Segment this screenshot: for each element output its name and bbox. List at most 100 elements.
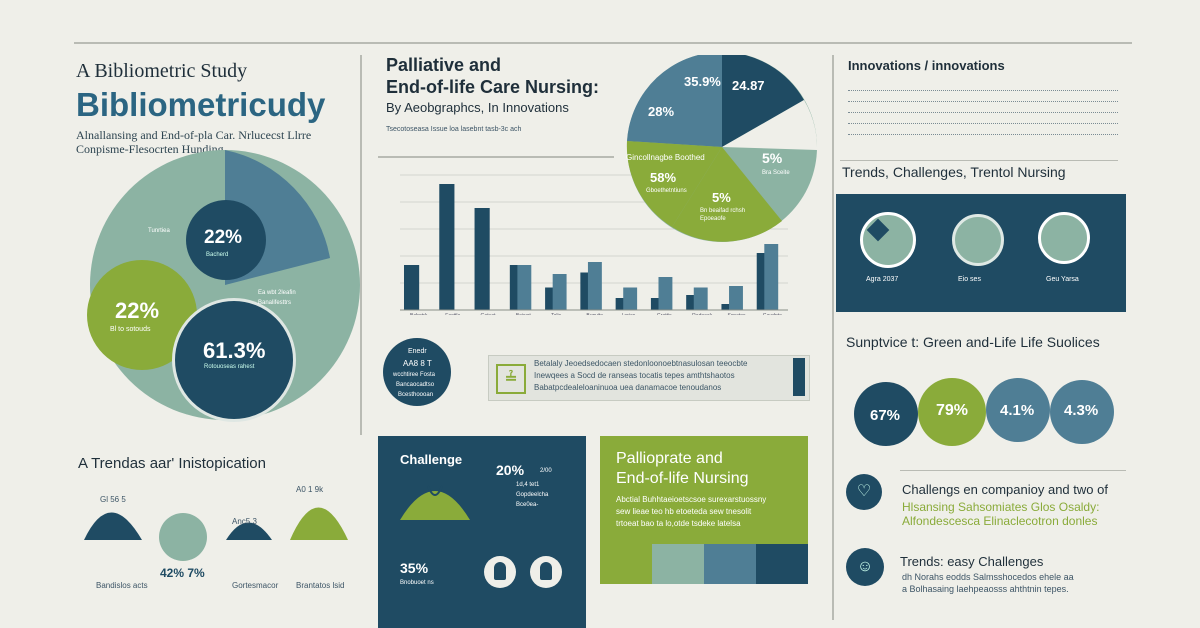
bar	[552, 274, 567, 310]
pie-p3: 28%	[648, 104, 675, 119]
quote-badge-l1: wcchtiree Fosta	[393, 372, 436, 378]
right-r2: Eio ses	[958, 276, 981, 283]
pallio-strip-4	[756, 544, 808, 584]
bar	[623, 287, 638, 310]
center-small: Tsecotoseasa Issue loa lasebnt tasb-3c a…	[386, 126, 522, 133]
tick-label: Radeaak	[692, 313, 713, 315]
right-line-1	[848, 80, 1118, 91]
pie-s5: Gboethetntiuns	[646, 188, 687, 194]
left-mini-bottom: Rotouoseas rahest	[204, 364, 255, 370]
right-ch-title: Challengs en companioy and two of	[902, 482, 1108, 497]
divider-left	[360, 55, 362, 435]
tick-label: Bahetrk	[410, 313, 428, 315]
pie-s7: Epoeaofe	[700, 216, 726, 222]
trends-title: A Trendas aar' Inistopication	[78, 455, 266, 472]
challenge-n1: 2/00	[540, 468, 552, 474]
trends-pct: 42% 7%	[160, 566, 205, 580]
center-pie-s4	[672, 147, 782, 242]
challenge-mound-shape	[400, 491, 470, 520]
challenge-n3: Gopdeelcha	[516, 492, 549, 498]
right-line-4	[848, 113, 1118, 124]
right-r1: Agra 2037	[866, 276, 899, 283]
right-rule-2	[900, 470, 1126, 471]
pallio-l3: trtoeat bao ta lo,otde tsdeke latelsa	[616, 519, 741, 528]
quote-l3: Babatpcdealeloaninuoa uea danamacoe teno…	[534, 383, 722, 392]
challenge-heart-icon: ♡	[846, 474, 882, 510]
right-line-2	[848, 91, 1118, 102]
quote-scroll[interactable]	[793, 358, 805, 396]
left-title: Bibliometricudy	[76, 86, 326, 123]
trends-lab1: Gl 56 5	[100, 495, 126, 504]
pie-p4: 5%	[762, 150, 783, 166]
quote-icon: ≟	[496, 364, 526, 394]
pie-s1: Bra Sceite	[762, 170, 790, 176]
bar-chart-svg: Bahetrk Facttla Gatuat Baiwat Talis Bunvite Le…	[400, 174, 788, 315]
tick-label: Baiwat	[516, 313, 532, 315]
left-center-circle	[186, 200, 266, 280]
right-rule	[840, 160, 1118, 161]
left-mini-center: Bacherd	[206, 252, 229, 258]
quote-l1: Betalaly Jeoedsedocaen stedonloonoebtnas…	[534, 359, 748, 368]
challenge-n4: Bce0ea-	[516, 502, 539, 508]
right-donut-1	[860, 212, 916, 268]
left-bottom-circle	[172, 298, 296, 422]
left-subtitle-line1: Alnallansing and End-of-pla Car. Nrlucec…	[76, 128, 312, 142]
left-subtitle-line2: Conpisme-Flesocrten Hunding	[76, 142, 224, 156]
mound-2	[159, 513, 207, 561]
left-mini-side1: Tunrtiea	[148, 228, 170, 234]
right-ch-l3: Alfondescesca Elinaclecotron donles	[902, 514, 1098, 528]
quote-badge	[383, 338, 451, 406]
bar	[439, 184, 455, 310]
bar	[693, 287, 708, 310]
pie-s6: Bn beaifad rchsh	[700, 208, 746, 214]
right-line-3	[848, 102, 1118, 113]
tick-label: Bunvite	[586, 313, 603, 315]
bar	[658, 277, 673, 310]
tick-label: Grattis	[657, 313, 672, 315]
center-title2: End-of-life Care Nursing:	[386, 77, 600, 97]
trends-mounds	[84, 507, 348, 561]
tick-label: Gaudnte	[763, 313, 782, 315]
center-pie-gap	[722, 100, 818, 150]
pallio-title2: End-of-life Nursing	[616, 470, 749, 487]
right-donut-3	[1038, 212, 1090, 264]
right-lines	[848, 80, 1118, 135]
center-rule	[378, 156, 614, 158]
left-pct-bottom: 61.3%	[203, 338, 266, 363]
person-icon-2	[540, 562, 552, 580]
challenge-n5: Bnobuoet ns	[400, 580, 434, 586]
challenge-mound-mark	[427, 485, 443, 496]
tick-label: Lerias	[622, 313, 636, 315]
quote-badge-l2: Bancaocadtso	[396, 382, 435, 388]
challenge-title: Challenge	[400, 452, 463, 467]
tick-label: Gatuat	[481, 313, 497, 315]
bar	[404, 265, 420, 310]
challenge-panel	[378, 436, 586, 628]
mound-3	[226, 522, 272, 540]
tick-label: Facttla	[445, 313, 460, 315]
pie-lab: Gincollnagbe Boothed	[626, 153, 705, 162]
sup-circle-2	[918, 378, 986, 446]
pallio-strip-3	[704, 544, 756, 584]
left-mini-side2: Ea wbt 2leafin	[258, 290, 296, 296]
pie-p2: 24.87	[732, 78, 765, 93]
bar	[729, 286, 743, 310]
challenge-pct1: 20%	[496, 462, 525, 478]
challenge-n2: 1d,4 tet1	[516, 482, 540, 488]
right-tr-title: Trends: easy Challenges	[900, 554, 1044, 569]
pallio-strip-2	[652, 544, 704, 584]
right-trend-title: Trends, Challenges, Trentol Nursing	[842, 164, 1066, 180]
right-title1: Innovations / innovations	[848, 58, 1005, 73]
center-pie-s3	[626, 141, 722, 227]
left-mini-side3: Banalifesttrs	[258, 300, 292, 306]
left-subtitle: Alnallansing and End-of-pla Car. Nrlucec…	[76, 128, 311, 156]
right-ch-l2: Hlsansing Sahsomiates Glos Osaldy:	[902, 500, 1100, 514]
sup-c2: 79%	[936, 402, 969, 419]
quote-badge-top: Enedr	[408, 348, 427, 355]
tick-label: Scnates	[727, 313, 746, 315]
right-line-5	[848, 124, 1118, 135]
trends-person-icon: ☺	[846, 548, 884, 586]
left-pct-center: 22%	[204, 227, 243, 248]
sup-c1: 67%	[870, 407, 901, 424]
right-donut-2	[952, 214, 1004, 266]
